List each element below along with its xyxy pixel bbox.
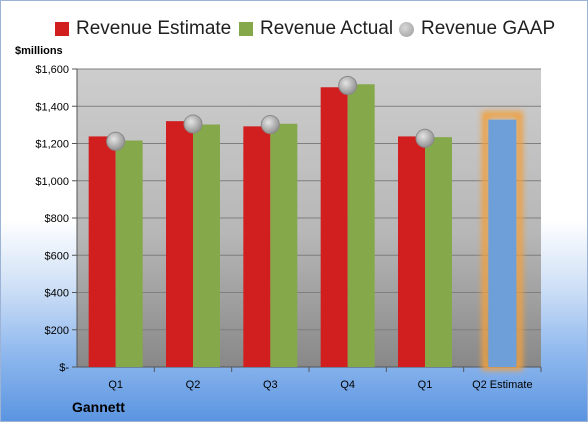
point-revenue-gaap: [106, 131, 126, 151]
legend-label: Revenue GAAP: [421, 18, 556, 39]
legend-revenue-estimate: Revenue Estimate: [55, 17, 231, 41]
point-revenue-gaap: [338, 75, 358, 95]
y-tick-label: $-: [59, 362, 69, 374]
bar-revenue-actual: [347, 84, 375, 368]
bar-revenue-actual: [425, 137, 452, 367]
x-tick-label: Q2: [186, 379, 201, 391]
company-name: Gannett: [72, 399, 125, 415]
legend-dot-gaap: [399, 21, 414, 37]
legend-label: Revenue Actual: [260, 18, 394, 39]
y-tick-label: $400: [45, 288, 69, 300]
bar-revenue-estimate: [166, 121, 193, 368]
y-tick-label: $1,000: [35, 176, 69, 188]
x-tick-label: Q3: [263, 379, 278, 391]
y-tick-label: $200: [45, 325, 69, 337]
legend-swatch-actual: [239, 22, 253, 36]
bar-revenue-estimate: [398, 136, 425, 367]
y-tick-label: $600: [45, 250, 69, 262]
bar-revenue-actual: [115, 140, 143, 367]
y-tick-label: $1,400: [35, 101, 69, 113]
bar-revenue-actual: [193, 124, 220, 367]
legend-label: Revenue Estimate: [76, 18, 232, 39]
y-axis-unit-label: $millions: [15, 45, 63, 57]
bar-revenue-estimate: [243, 126, 271, 368]
legend-revenue-actual: Revenue Actual: [239, 17, 393, 41]
y-tick-label: $1,200: [35, 139, 69, 151]
point-revenue-gaap: [260, 115, 280, 135]
x-tick-label: Q1: [108, 379, 123, 391]
bar-revenue-estimate: [88, 136, 116, 367]
bar-revenue-forecast: [488, 119, 517, 367]
x-tick-label: Q2 Estimate: [472, 379, 533, 391]
bar-revenue-actual: [270, 123, 298, 367]
legend-swatch-estimate: [55, 22, 69, 36]
y-tick-label: $1,600: [35, 64, 69, 76]
x-tick-label: Q1: [418, 379, 433, 391]
y-tick-label: $800: [45, 213, 69, 225]
bar-revenue-estimate: [320, 87, 348, 367]
x-tick-label: Q4: [340, 379, 355, 391]
point-revenue-gaap: [183, 114, 203, 134]
point-revenue-gaap: [415, 128, 435, 148]
legend-revenue-gaap: Revenue GAAP: [399, 17, 555, 41]
